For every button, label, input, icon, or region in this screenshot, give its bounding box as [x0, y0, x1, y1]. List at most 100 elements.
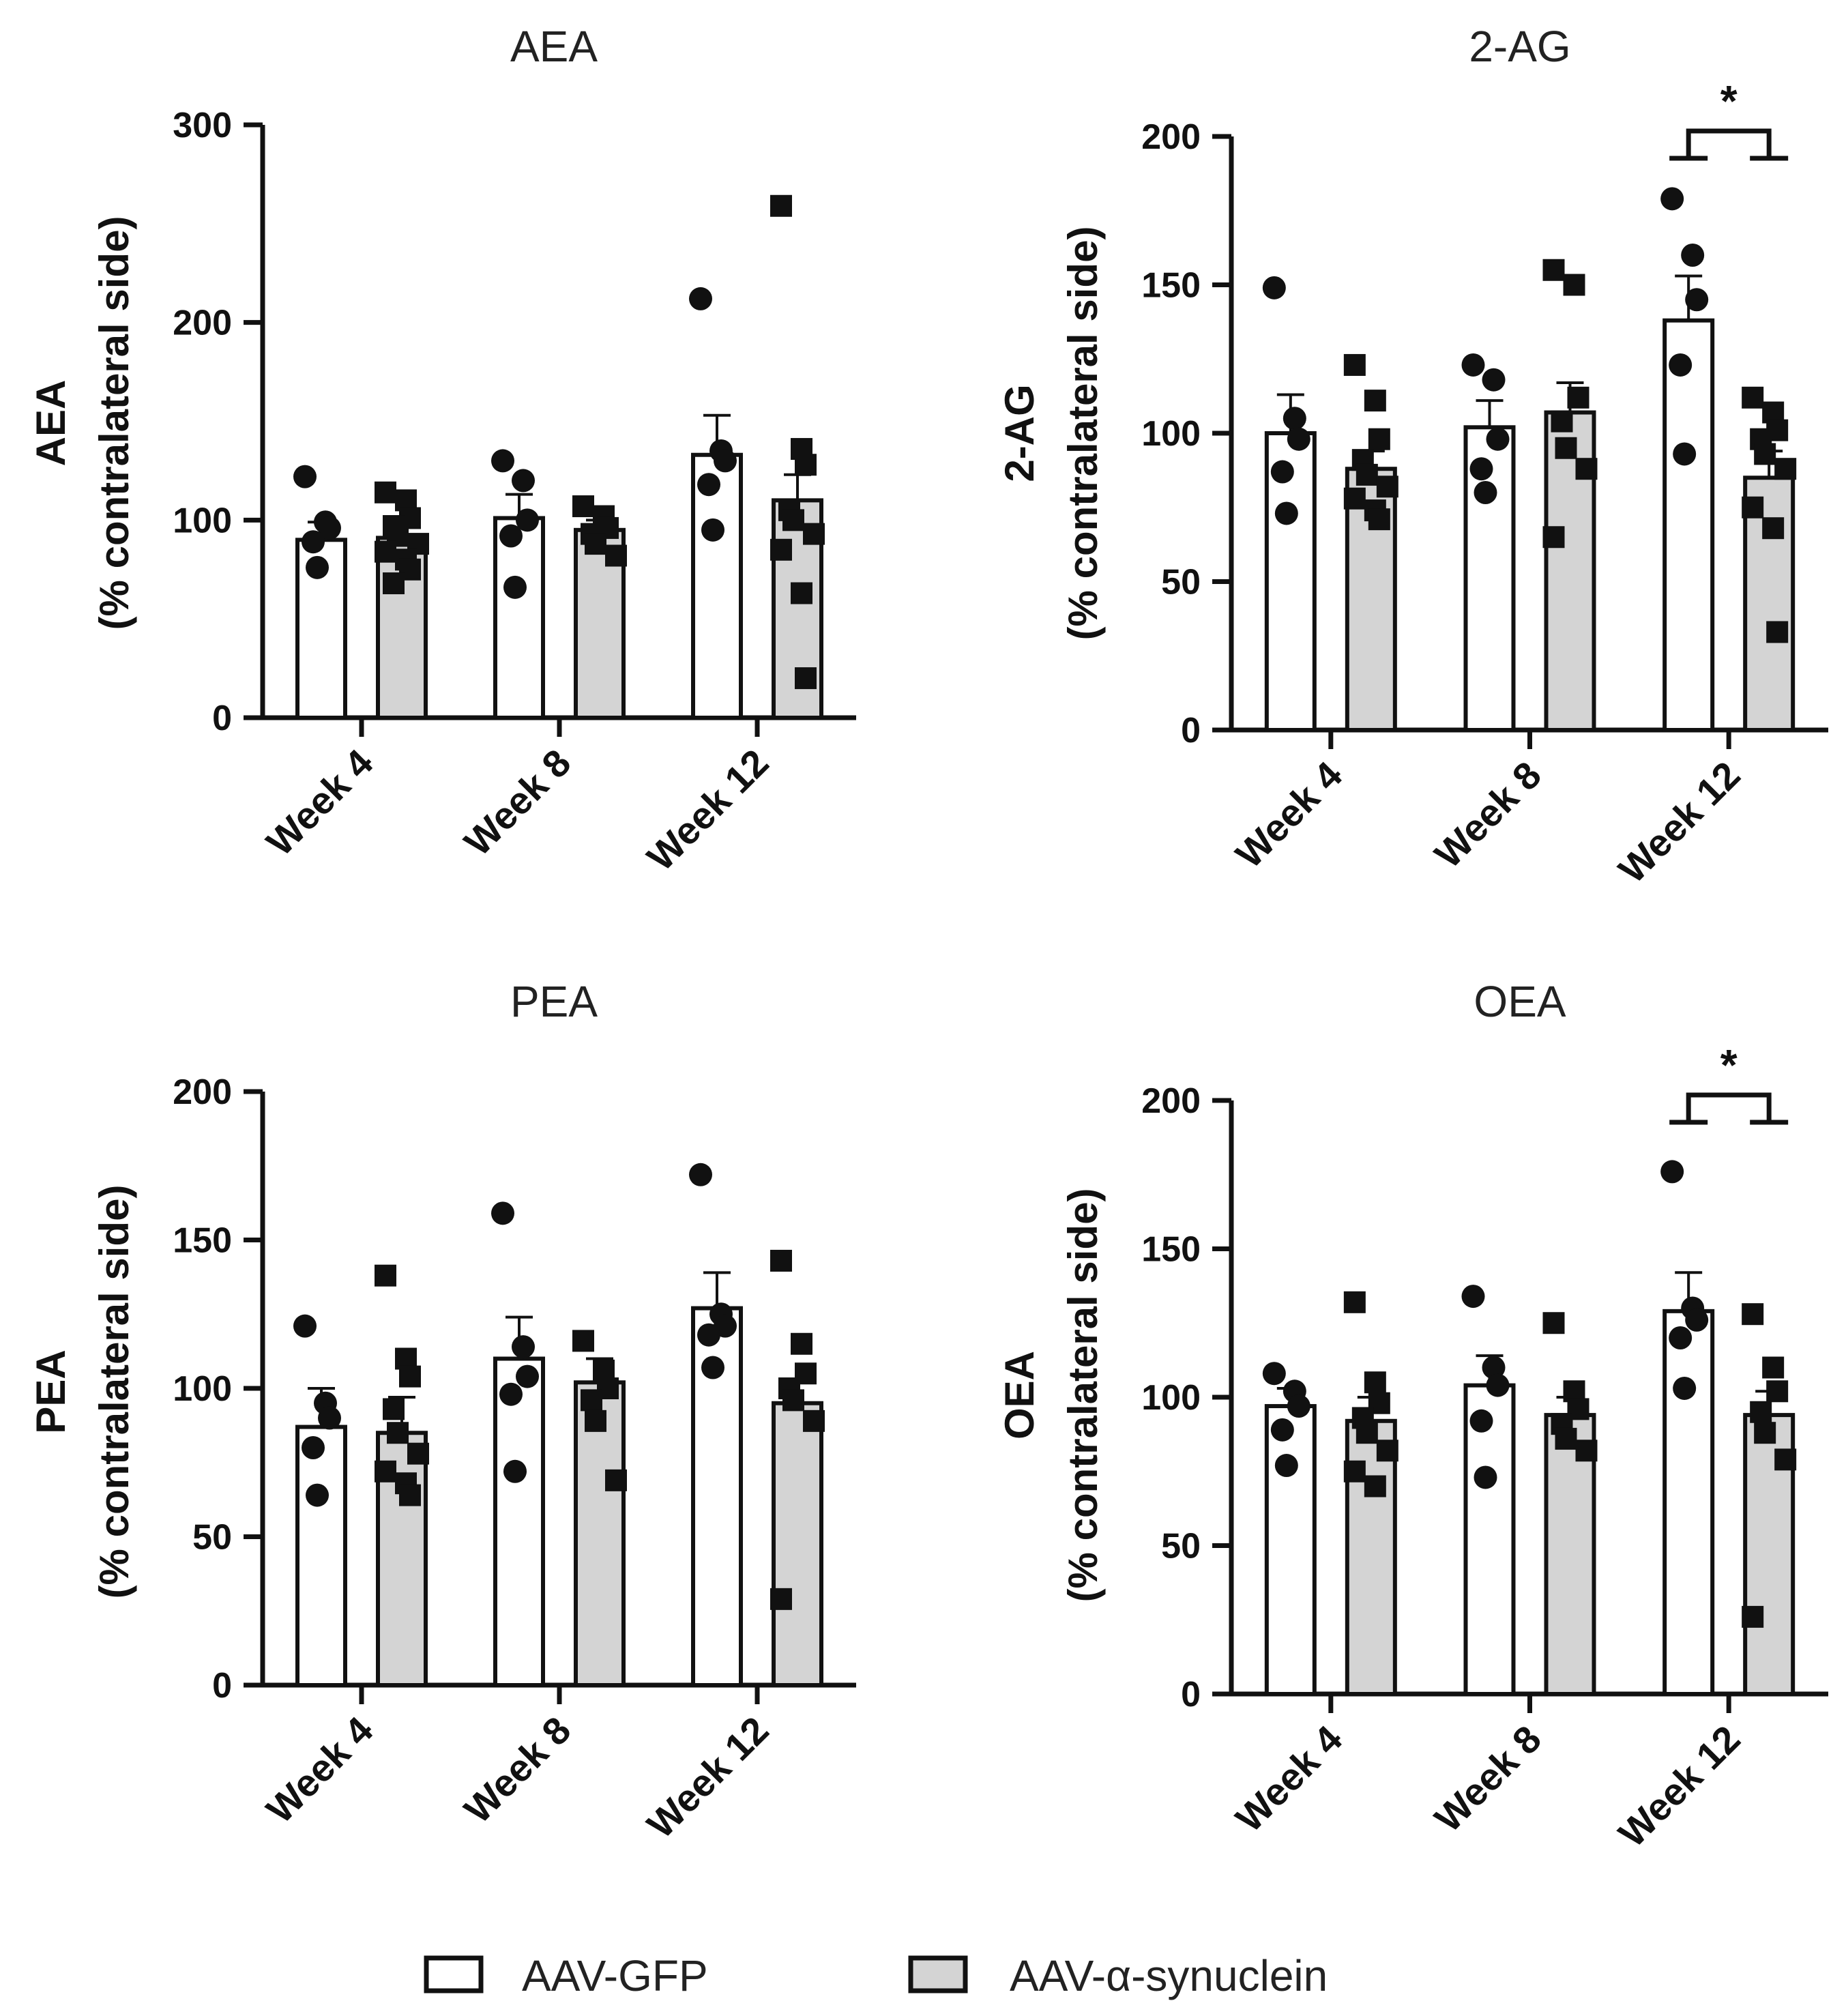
y-tick-label: 50 — [1161, 563, 1201, 602]
data-point-circle — [1262, 276, 1286, 300]
bar-gfp — [691, 452, 743, 720]
legend-swatch-synuclein — [908, 1955, 968, 1993]
data-point-circle — [512, 469, 535, 493]
data-point-circle — [1669, 353, 1693, 377]
data-point-square — [1356, 463, 1378, 486]
data-point-circle — [1461, 1285, 1485, 1309]
x-tick-label: Week 8 — [456, 1708, 578, 1831]
y-axis-label-wrap: 2-AG — [997, 384, 1042, 482]
y-tick-label: 0 — [1181, 1675, 1201, 1714]
data-point-circle — [1660, 1160, 1684, 1184]
data-point-square — [572, 495, 594, 518]
data-point-square — [770, 1588, 792, 1610]
data-point-square — [585, 533, 606, 555]
data-point-circle — [1262, 1362, 1286, 1386]
x-tick-label: Week 12 — [639, 741, 776, 879]
data-point-square — [1766, 1380, 1789, 1403]
data-point-circle — [293, 1314, 317, 1338]
chart-title: OEA — [1474, 977, 1566, 1026]
significance-star: * — [1720, 76, 1738, 126]
data-point-square — [1368, 508, 1390, 531]
data-point-circle — [491, 1201, 514, 1225]
data-point-circle — [1469, 1409, 1493, 1433]
data-point-circle — [512, 1335, 535, 1359]
data-point-circle — [499, 524, 523, 548]
data-point-square — [1368, 428, 1390, 450]
data-point-circle — [1469, 457, 1493, 481]
y-axis-label-sub: (% contralateral side) — [1060, 1188, 1106, 1603]
bar-gfp — [493, 516, 545, 720]
data-point-circle — [293, 465, 317, 488]
data-point-circle — [318, 516, 341, 540]
data-point-square — [770, 194, 792, 217]
data-point-square — [770, 1249, 792, 1272]
y-tick-label: 150 — [1141, 1230, 1201, 1270]
data-point-square — [795, 667, 817, 690]
y-axis-label-sub-wrap: (% contralateral side) — [1060, 227, 1106, 641]
y-tick-label: 150 — [173, 1221, 232, 1261]
data-point-circle — [689, 1163, 712, 1186]
data-point-square — [572, 1330, 594, 1352]
y-axis-label-sub-wrap: (% contralateral side) — [91, 1185, 137, 1599]
data-point-square — [782, 1389, 804, 1412]
data-point-circle — [701, 518, 724, 542]
panel-aea: AEA AEA (% contralateral side) 0 100 200 30… — [28, 22, 856, 879]
data-point-square — [1754, 443, 1776, 465]
data-point-circle — [697, 1323, 720, 1347]
data-point-square — [1343, 1291, 1366, 1313]
y-axis-label-main: AEA — [28, 380, 74, 467]
data-point-square — [375, 540, 396, 563]
panel-2ag: 2-AG 2-AG (% contralateral side) 0 50 100 1… — [997, 22, 1828, 891]
legend-label-synuclein: AAV-α-synuclein — [1010, 1951, 1328, 2000]
data-point-square — [1364, 1371, 1386, 1394]
data-point-square — [605, 544, 627, 567]
data-point-square — [1742, 496, 1764, 518]
y-axis-label-main: OEA — [997, 1351, 1042, 1440]
data-point-circle — [1673, 442, 1697, 466]
data-point-square — [1555, 437, 1577, 459]
data-point-square — [1766, 621, 1789, 643]
y-tick-label: 200 — [173, 304, 232, 343]
y-tick-label: 50 — [1161, 1527, 1201, 1566]
y-axis-label-sub-wrap: (% contralateral side) — [1060, 1188, 1106, 1603]
data-point-square — [1754, 1422, 1776, 1444]
data-point-square — [383, 1398, 405, 1420]
chart-title: PEA — [510, 977, 598, 1026]
x-tick-label: Week 4 — [258, 741, 381, 864]
data-point-circle — [306, 1483, 329, 1507]
data-point-square — [791, 582, 812, 604]
data-point-square — [605, 1469, 627, 1491]
data-point-circle — [714, 449, 737, 473]
bar-synuclein — [574, 1380, 626, 1688]
bar-gfp — [1662, 1309, 1715, 1696]
x-tick-label: Week 8 — [456, 741, 578, 864]
data-point-square — [803, 523, 825, 545]
data-point-circle — [689, 287, 712, 310]
panel-oea: OEA OEA (% contralateral side) 0 50 100 150… — [997, 977, 1828, 1855]
data-point-square — [1762, 1356, 1785, 1379]
data-point-circle — [516, 1364, 539, 1388]
data-point-circle — [1274, 501, 1298, 525]
data-point-square — [1575, 458, 1598, 480]
y-axis-label: AEA — [28, 380, 74, 467]
data-point-square — [581, 1389, 602, 1412]
y-axis-label-main: 2-AG — [997, 384, 1042, 482]
data-point-circle — [1274, 1454, 1298, 1478]
data-point-square — [1542, 1312, 1565, 1334]
data-point-square — [387, 1422, 409, 1444]
y-tick-label: 50 — [192, 1518, 232, 1558]
x-tick-label: Week 12 — [1610, 1717, 1748, 1855]
data-point-square — [803, 1409, 825, 1432]
x-tick-label: Week 4 — [1227, 753, 1350, 876]
data-point-circle — [1685, 288, 1709, 312]
data-point-square — [1742, 1303, 1764, 1326]
bar-gfp — [1264, 1404, 1317, 1697]
bar-gfp — [1463, 1383, 1516, 1696]
y-tick-label: 100 — [1141, 1378, 1201, 1418]
data-point-circle — [697, 473, 720, 497]
data-point-square — [399, 1484, 421, 1506]
data-point-circle — [1669, 1326, 1693, 1349]
data-point-circle — [499, 1382, 523, 1406]
data-point-circle — [1681, 244, 1705, 267]
plot-area: 0 50 100 150 200 Week 4 Week 8 Week 12 — [173, 1072, 856, 1846]
